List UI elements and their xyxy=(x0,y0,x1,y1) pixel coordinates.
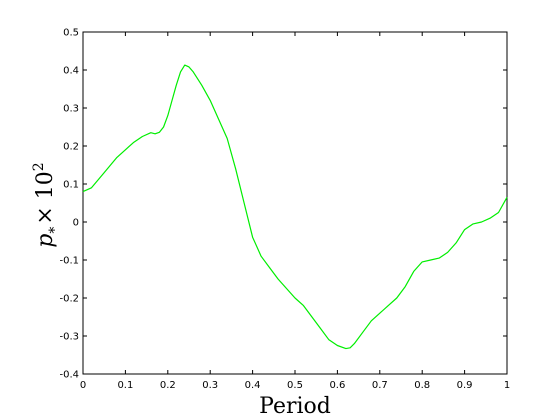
y-tick-label: -0.4 xyxy=(59,370,79,381)
series-layer xyxy=(82,64,508,350)
x-tick-label: 1 xyxy=(504,380,510,391)
plot-area xyxy=(82,31,508,375)
x-tick-label: 0.6 xyxy=(329,380,345,391)
y-tick-label: 0.4 xyxy=(63,66,79,77)
x-tick-label: 0.8 xyxy=(414,380,430,391)
y-tick-label: 0.3 xyxy=(63,104,79,115)
x-tick-label: 0.2 xyxy=(160,380,176,391)
y-tick-label: 0 xyxy=(73,218,79,229)
y-label-exponent: 2 xyxy=(31,162,47,171)
x-tick-label: 0.7 xyxy=(372,380,388,391)
series-line xyxy=(82,64,508,350)
y-label-multiplier: × 10 xyxy=(33,171,58,224)
y-axis-label: p* × 102 xyxy=(31,162,63,247)
y-label-base: p xyxy=(33,234,58,248)
x-tick-label: 0.4 xyxy=(245,380,261,391)
x-axis-label: Period xyxy=(259,394,331,419)
x-tick-label: 0 xyxy=(80,380,86,391)
y-label-subscript: * xyxy=(47,227,63,234)
y-tick-label: -0.1 xyxy=(59,256,79,267)
svg-text:p*× 102: p* × 102 xyxy=(31,162,63,247)
y-tick-label: 0.1 xyxy=(63,180,79,191)
y-tick-label: -0.3 xyxy=(59,332,79,343)
x-ticks xyxy=(82,32,508,374)
y-ticks xyxy=(83,31,507,375)
x-tick-label: 0.5 xyxy=(287,380,303,391)
x-tick-label: 0.1 xyxy=(117,380,133,391)
y-tick-labels: -0.4 -0.3 -0.2 -0.1 0 0.1 0.2 0.3 0.4 0.5 xyxy=(59,28,79,381)
x-tick-label: 0.9 xyxy=(457,380,473,391)
x-tick-label: 0.3 xyxy=(202,380,218,391)
y-tick-label: -0.2 xyxy=(59,294,79,305)
y-tick-label: 0.5 xyxy=(63,28,79,39)
x-tick-labels: 0 0.1 0.2 0.3 0.4 0.5 0.6 0.7 0.8 0.9 1 xyxy=(80,380,510,391)
y-tick-label: 0.2 xyxy=(63,142,79,153)
